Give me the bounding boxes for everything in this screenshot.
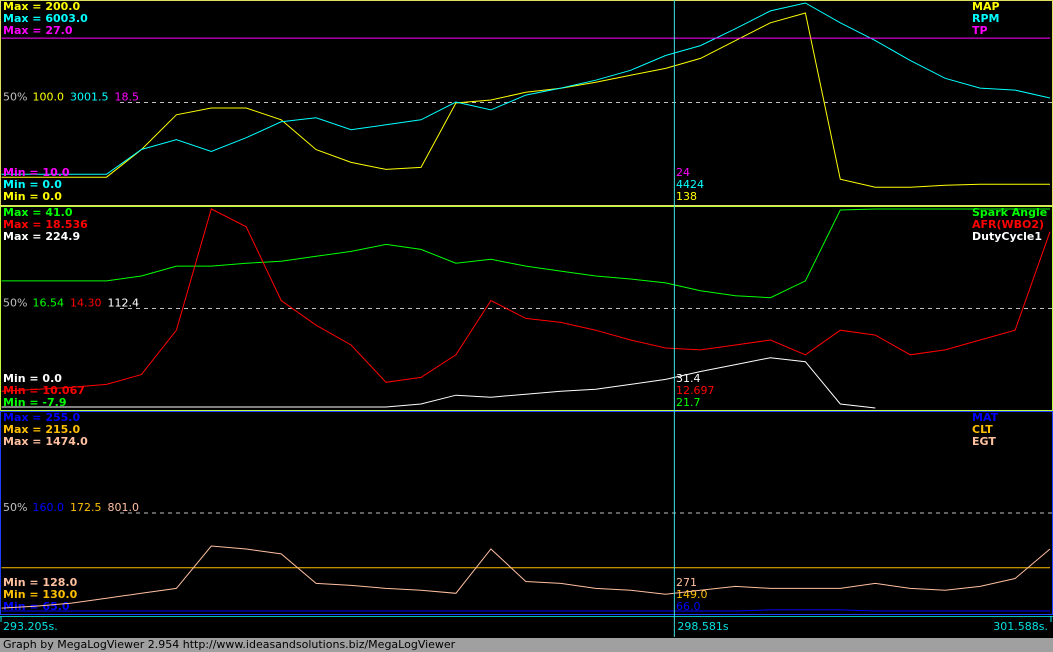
mid-label: 16.54	[32, 297, 64, 310]
cursor-value: 138	[676, 190, 697, 203]
max-label: Max = 27.0	[3, 24, 73, 37]
max-label: Max = 41.0	[3, 206, 73, 219]
series-name: AFR(WBO2)	[972, 218, 1044, 231]
series-line	[1, 357, 876, 409]
x-tick-label: 301.588s.	[993, 620, 1048, 633]
min-label: Min = 10.067	[3, 384, 85, 397]
cursor-value: 4424	[676, 178, 704, 191]
min-label: Min = -7.9	[3, 396, 66, 409]
series-name: DutyCycle1	[972, 230, 1042, 243]
mid-label: 14.30	[70, 297, 102, 310]
min-label: Min = 0.0	[3, 372, 62, 385]
cursor-label: 298.581s	[677, 620, 728, 633]
series-name: TP	[972, 24, 988, 37]
max-label: Max = 1474.0	[3, 435, 88, 448]
max-label: Max = 255.0	[3, 411, 80, 424]
x-tick-label: 293.205s.	[3, 620, 58, 633]
min-label: Min = 10.0	[3, 166, 70, 179]
cursor-value: 24	[676, 166, 690, 179]
series-name: Spark Angle	[972, 206, 1047, 219]
max-label: Max = 6003.0	[3, 12, 88, 25]
series-line	[1, 208, 1051, 392]
min-label: Min = 0.0	[3, 190, 62, 203]
mid-label: 3001.5	[70, 91, 109, 104]
mid-label: 112.4	[107, 297, 139, 310]
series-name: RPM	[972, 12, 999, 25]
mid-label: 172.5	[70, 501, 102, 514]
cursor-value: 31.4	[676, 372, 701, 385]
series-name: MAP	[972, 0, 1000, 13]
min-label: Min = 130.0	[3, 588, 78, 601]
mid-name: 50%	[3, 91, 27, 104]
min-label: Min = 0.0	[3, 178, 62, 191]
series-line	[1, 609, 1050, 612]
series-line	[1, 545, 1051, 609]
max-label: Max = 18.536	[3, 218, 88, 231]
max-label: Max = 215.0	[3, 423, 80, 436]
mid-name: 50%	[3, 297, 27, 310]
series-line	[1, 208, 1050, 299]
max-label: Max = 200.0	[3, 0, 80, 13]
cursor-value: 12.697	[676, 384, 715, 397]
series-name: MAT	[972, 411, 999, 424]
footer: Graph by MegaLogViewer 2.954 http://www.…	[3, 638, 456, 651]
cursor-value: 21.7	[676, 396, 701, 409]
cursor-value: 271	[676, 576, 697, 589]
min-label: Min = 128.0	[3, 576, 78, 589]
cursor-value: 66.0	[676, 600, 701, 613]
mid-label: 801.0	[107, 501, 139, 514]
series-name: CLT	[972, 423, 993, 436]
cursor-value: 149.0	[676, 588, 708, 601]
mid-label: 18.5	[114, 91, 139, 104]
mid-label: 160.0	[32, 501, 64, 514]
mid-label: 100.0	[32, 91, 64, 104]
mid-name: 50%	[3, 501, 27, 514]
footer-bar	[0, 638, 1053, 652]
series-line	[1, 12, 1050, 188]
series-name: EGT	[972, 435, 996, 448]
series-line	[1, 2, 1051, 175]
max-label: Max = 224.9	[3, 230, 80, 243]
